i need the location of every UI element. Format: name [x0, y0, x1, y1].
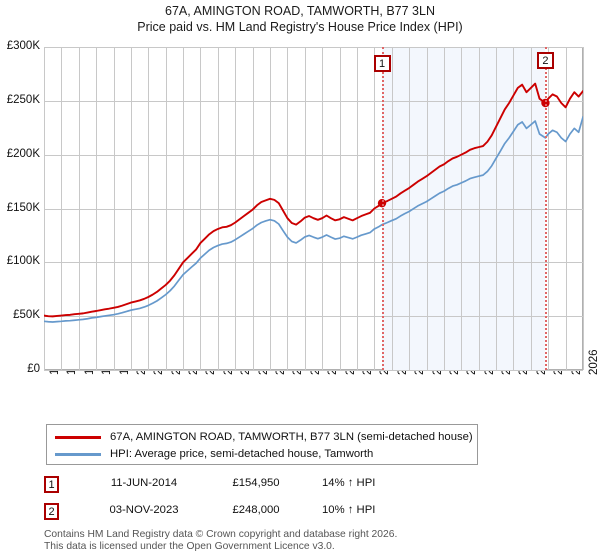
gridline-vertical: [427, 47, 428, 370]
gridline-vertical: [218, 47, 219, 370]
chart-legend: 67A, AMINGTON ROAD, TAMWORTH, B77 3LN (s…: [46, 424, 478, 465]
gridline-vertical: [496, 47, 497, 370]
gridline-horizontal: [44, 316, 583, 317]
gridline-horizontal: [44, 101, 583, 102]
legend-swatch-hpi: [55, 452, 101, 456]
gridline-vertical: [114, 47, 115, 370]
gridline-vertical: [287, 47, 288, 370]
sale-event-badge-1[interactable]: 1: [373, 55, 391, 72]
sale-event-badge-2[interactable]: 2: [536, 52, 554, 69]
gridline-horizontal: [44, 262, 583, 263]
sale-event-line-1: [382, 47, 384, 370]
sale-price-2: £248,000: [232, 504, 280, 516]
legend-item-property: 67A, AMINGTON ROAD, TAMWORTH, B77 3LN (s…: [55, 428, 473, 446]
footer-copyright: Contains HM Land Registry data © Crown c…: [44, 529, 398, 540]
gridline-vertical: [322, 47, 323, 370]
y-axis-tick-label: £200K: [6, 147, 40, 160]
gridline-vertical: [131, 47, 132, 370]
gridline-vertical: [392, 47, 393, 370]
gridline-vertical: [200, 47, 201, 370]
gridline-vertical: [357, 47, 358, 370]
y-axis-tick-label: £100K: [6, 255, 40, 268]
legend-label-property: 67A, AMINGTON ROAD, TAMWORTH, B77 3LN (s…: [110, 431, 473, 443]
gridline-vertical: [531, 47, 532, 370]
y-axis-tick-label: £250K: [6, 93, 40, 106]
gridline-vertical: [444, 47, 445, 370]
gridline-vertical: [583, 47, 584, 370]
gridline-vertical: [44, 47, 45, 370]
gridline-horizontal: [44, 370, 583, 371]
sale-date-2: 03-NOV-2023: [109, 504, 179, 516]
sale-marker-2: 2: [44, 503, 59, 520]
gridline-vertical: [148, 47, 149, 370]
title-block: 67A, AMINGTON ROAD, TAMWORTH, B77 3LN Pr…: [0, 3, 600, 35]
series-lines: [44, 47, 583, 370]
gridline-vertical: [340, 47, 341, 370]
sale-hpi-delta-2: 10% ↑ HPI: [322, 504, 376, 516]
gridline-vertical: [235, 47, 236, 370]
gridline-vertical: [513, 47, 514, 370]
gridline-horizontal: [44, 47, 583, 48]
y-axis-tick-label: £50K: [13, 309, 40, 322]
gridline-vertical: [96, 47, 97, 370]
y-axis-tick-label: £300K: [6, 40, 40, 52]
y-axis-tick-label: £150K: [6, 201, 40, 214]
gridline-vertical: [61, 47, 62, 370]
sale-date-1: 11-JUN-2014: [110, 477, 178, 489]
footer-licence: This data is licensed under the Open Gov…: [44, 541, 335, 552]
hpi-average-line: [44, 117, 583, 322]
gridline-vertical: [79, 47, 80, 370]
gridline-vertical: [566, 47, 567, 370]
page-title: 67A, AMINGTON ROAD, TAMWORTH, B77 3LN: [165, 4, 435, 18]
sale-marker-1: 1: [44, 476, 59, 493]
y-axis-tick-label: £0: [27, 363, 40, 375]
property-price-line: [44, 84, 583, 317]
gridline-vertical: [548, 47, 549, 370]
gridline-horizontal: [44, 155, 583, 156]
gridline-vertical: [479, 47, 480, 370]
footer: Contains HM Land Registry data © Crown c…: [44, 529, 584, 553]
gridline-vertical: [270, 47, 271, 370]
sale-hpi-delta-1: 14% ↑ HPI: [322, 477, 376, 489]
sale-price-1: £154,950: [232, 477, 280, 489]
legend-swatch-property: [55, 435, 101, 439]
legend-label-hpi: HPI: Average price, semi-detached house,…: [110, 448, 374, 460]
page-subtitle: Price paid vs. HM Land Registry's House …: [137, 20, 463, 34]
x-axis-tick-label: 2026: [588, 349, 600, 375]
gridline-vertical: [409, 47, 410, 370]
gridline-horizontal: [44, 209, 583, 210]
sale-event-line-2: [545, 47, 548, 370]
gridline-vertical: [183, 47, 184, 370]
gridline-vertical: [166, 47, 167, 370]
gridline-vertical: [305, 47, 306, 370]
legend-item-hpi: HPI: Average price, semi-detached house,…: [55, 445, 373, 463]
gridline-vertical: [461, 47, 462, 370]
